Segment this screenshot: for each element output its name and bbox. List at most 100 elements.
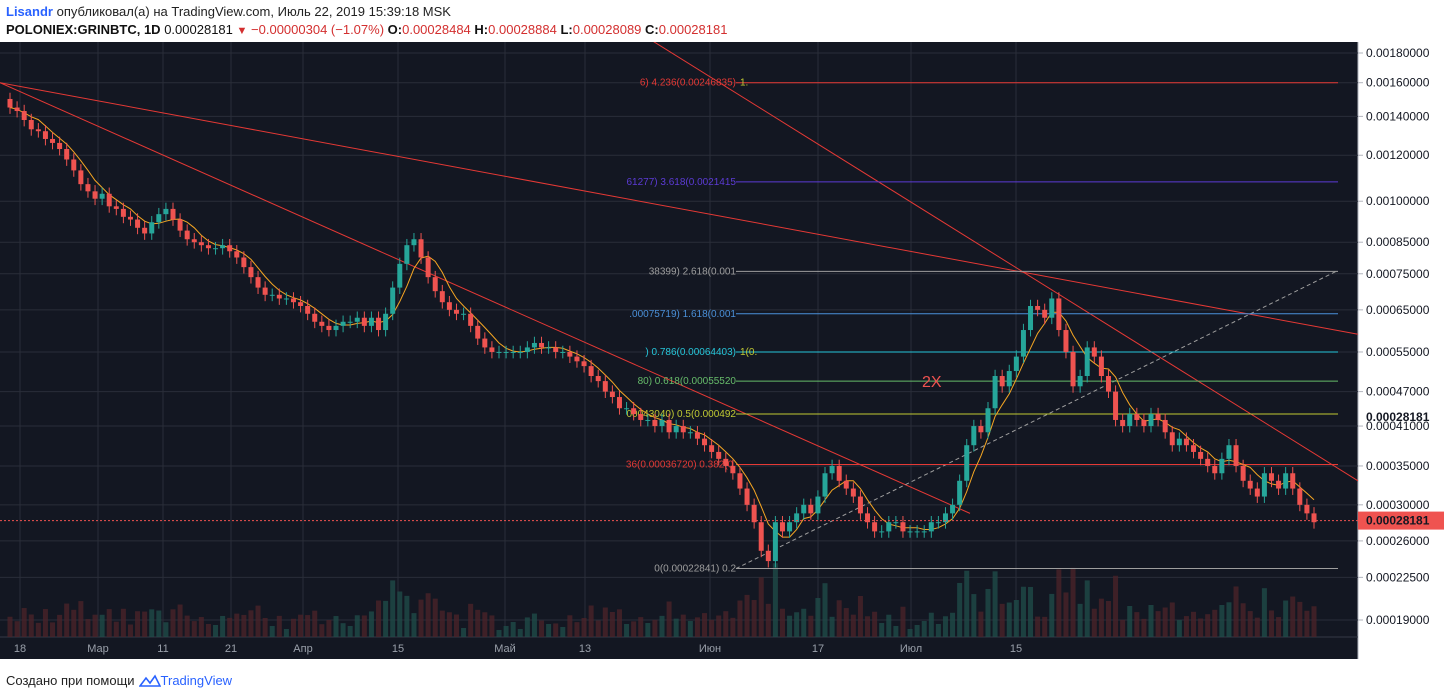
volume-bar xyxy=(673,618,679,637)
volume-bar xyxy=(1290,596,1296,637)
candle-body xyxy=(248,267,254,278)
candle-body xyxy=(928,522,934,532)
candle-body xyxy=(836,465,842,481)
fib-level-extra: 1(0. xyxy=(740,347,757,358)
candle-body xyxy=(900,522,906,532)
volume-bar xyxy=(78,601,84,637)
candle-body xyxy=(1198,451,1204,459)
volume-bar xyxy=(1155,611,1161,637)
volume-bar xyxy=(1134,612,1140,637)
volume-bar xyxy=(985,588,991,637)
volume-bar xyxy=(262,617,268,637)
tradingview-link[interactable]: TradingView xyxy=(138,673,232,688)
candle-body xyxy=(1134,414,1140,420)
volume-bar xyxy=(432,598,438,637)
candle-body xyxy=(1226,445,1232,459)
volume-bar xyxy=(1056,569,1062,637)
volume-bar xyxy=(787,615,793,637)
volume-bar xyxy=(702,613,708,637)
volume-bar xyxy=(758,577,764,637)
price-tick-label: 0.00019000 xyxy=(1366,613,1430,627)
volume-bar xyxy=(305,615,311,637)
candle-body xyxy=(1020,330,1026,357)
candle-body xyxy=(383,313,389,331)
candle-body xyxy=(631,408,637,415)
volume-bar xyxy=(411,613,417,637)
candle-body xyxy=(227,245,233,252)
volume-bar xyxy=(376,600,382,637)
candle-body xyxy=(1290,473,1296,489)
volume-bar xyxy=(517,629,523,637)
candle-body xyxy=(376,317,382,331)
volume-bar xyxy=(744,594,750,637)
candle-body xyxy=(170,208,176,220)
volume-bar xyxy=(857,595,863,637)
volume-bar xyxy=(106,609,112,637)
candle-body xyxy=(468,313,474,326)
candle-body xyxy=(1028,305,1034,331)
candle-body xyxy=(624,408,630,410)
volume-bar xyxy=(397,591,403,637)
volume-bar xyxy=(92,614,98,637)
candle-body xyxy=(241,257,247,268)
grid xyxy=(0,42,1358,637)
candle-body xyxy=(1141,419,1147,427)
volume-bar xyxy=(184,615,190,637)
author-link[interactable]: Lisandr xyxy=(6,4,53,19)
volume-bar xyxy=(354,615,360,637)
candle-body xyxy=(475,325,481,339)
volume-bar xyxy=(595,620,601,637)
volume-bar xyxy=(659,615,665,637)
candle-body xyxy=(857,496,863,514)
candle-body xyxy=(1304,504,1310,514)
volume-bar xyxy=(142,611,148,637)
volume-bar xyxy=(907,629,913,637)
candle-body xyxy=(560,351,566,353)
time-tick-label: 17 xyxy=(812,643,824,655)
volume-bar xyxy=(312,610,318,637)
candles xyxy=(7,92,1317,568)
candle-body xyxy=(1035,305,1041,310)
time-tick-label: 21 xyxy=(225,643,237,655)
volume-bar xyxy=(723,611,729,637)
volume-bar xyxy=(1042,616,1048,637)
time-axis[interactable]: 18 Мар 11 21 Апр 15 Май 13 Июн 17 Июл 15 xyxy=(14,643,1022,655)
volume-bar xyxy=(971,594,977,637)
volume-bar xyxy=(496,630,502,637)
volume-bar xyxy=(822,583,828,637)
candle-body xyxy=(120,208,126,217)
candle-body xyxy=(64,149,70,160)
price-axis-background xyxy=(1358,42,1444,659)
volume-bar xyxy=(7,616,13,637)
candle-body xyxy=(319,321,325,326)
candle-body xyxy=(942,513,948,523)
volume-bar xyxy=(574,622,580,637)
candle-body xyxy=(1063,330,1069,352)
candle-body xyxy=(184,230,190,240)
candle-body xyxy=(666,419,672,433)
candle-body xyxy=(425,257,431,278)
candle-body xyxy=(312,313,318,322)
close-label: C: xyxy=(645,22,659,37)
volume-bar xyxy=(1127,605,1133,637)
time-tick-label: 13 xyxy=(579,643,591,655)
symbol-name: POLONIEX:GRINBTC, 1D xyxy=(6,22,161,37)
volume-bar xyxy=(964,570,970,637)
volume-bar xyxy=(1212,609,1218,637)
last-price-axis-label: 0.00028181 xyxy=(1366,514,1430,528)
candle-body xyxy=(255,277,261,288)
close-value: 0.00028181 xyxy=(658,22,728,37)
price-change: −0.00000304 (−1.07%) xyxy=(251,22,385,37)
candle-body xyxy=(198,242,204,246)
candle-body xyxy=(921,531,927,533)
volume-bar xyxy=(241,614,247,637)
candle-body xyxy=(503,351,509,353)
candle-body xyxy=(283,298,289,300)
candle-body xyxy=(482,338,488,348)
trendlines xyxy=(0,42,1359,570)
candle-body xyxy=(50,138,56,143)
time-tick-label: 15 xyxy=(392,643,404,655)
volume-bar xyxy=(751,600,757,637)
price-chart[interactable]: 6) 4.236(0.00246835) 1. 61277) 3.618(0.002… xyxy=(0,42,1444,664)
price-axis[interactable]: 0.00180000 0.00160000 0.00140000 0.00120000… xyxy=(1358,46,1430,627)
